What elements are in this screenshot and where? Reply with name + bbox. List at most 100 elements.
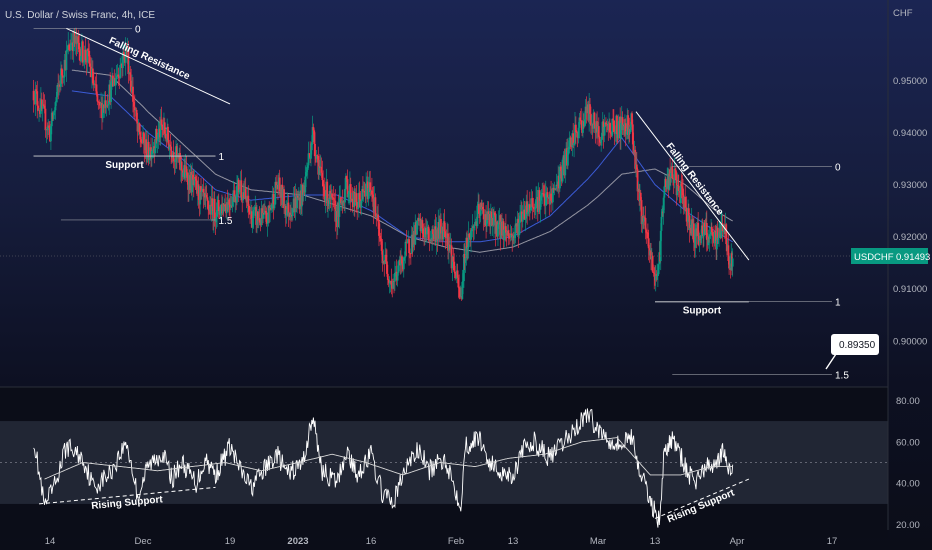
candle-body bbox=[653, 272, 656, 277]
candle-body bbox=[36, 91, 39, 106]
candle-body bbox=[175, 146, 178, 157]
candle-body bbox=[124, 47, 127, 63]
candle-body bbox=[310, 142, 313, 151]
candle-body bbox=[579, 117, 582, 121]
candle-body bbox=[59, 84, 61, 87]
candle-body bbox=[357, 192, 360, 208]
candle-body bbox=[598, 136, 601, 143]
candle-body bbox=[497, 222, 500, 225]
candle-body bbox=[99, 102, 102, 106]
target-box bbox=[831, 334, 879, 355]
candle-body bbox=[518, 222, 521, 236]
candle-body bbox=[321, 172, 324, 181]
candle-body bbox=[709, 232, 712, 235]
candle-body bbox=[371, 194, 374, 199]
candle-body bbox=[137, 123, 140, 132]
candlesticks bbox=[32, 27, 734, 301]
candle-body bbox=[96, 94, 99, 102]
price-tick: 0.94000 bbox=[893, 128, 927, 139]
price-tick: 0.91000 bbox=[893, 284, 927, 295]
candle-body bbox=[154, 148, 156, 154]
trendline bbox=[39, 486, 216, 505]
candle-body bbox=[392, 281, 395, 289]
candle-body bbox=[349, 184, 352, 201]
candle-body bbox=[98, 101, 101, 103]
candle-body bbox=[76, 36, 79, 45]
candle-body bbox=[131, 86, 133, 93]
candle-body bbox=[67, 44, 70, 50]
candle-body bbox=[68, 44, 71, 50]
support-label: Support bbox=[683, 306, 722, 317]
candle-body bbox=[185, 166, 188, 173]
price-tag-symbol: USDCHF bbox=[854, 252, 894, 263]
candle-body bbox=[316, 155, 319, 156]
candle-body bbox=[79, 49, 81, 61]
candle-body bbox=[117, 74, 120, 77]
candle-body bbox=[331, 197, 334, 199]
candle-body bbox=[323, 190, 326, 201]
candle-body bbox=[532, 206, 535, 208]
candle-body bbox=[705, 223, 708, 240]
candle-body bbox=[459, 287, 461, 298]
candle-body bbox=[194, 176, 197, 179]
candle-body bbox=[677, 184, 679, 186]
rsi-ma-line bbox=[44, 437, 733, 480]
candle-body bbox=[701, 225, 704, 234]
candle-body bbox=[357, 207, 359, 209]
candle-body bbox=[248, 205, 251, 212]
candle-body bbox=[567, 146, 570, 150]
candle-body bbox=[233, 190, 236, 202]
candle-body bbox=[540, 195, 543, 201]
candle-body bbox=[682, 188, 684, 204]
trendline bbox=[66, 27, 231, 105]
candle-body bbox=[43, 105, 46, 109]
candle-body bbox=[427, 226, 430, 240]
candle-body bbox=[348, 190, 350, 194]
candle-body bbox=[283, 189, 285, 209]
candle-body bbox=[227, 199, 230, 210]
candle-body bbox=[121, 63, 123, 69]
candle-body bbox=[374, 197, 377, 217]
candle-body bbox=[688, 215, 691, 231]
candle-body bbox=[61, 75, 64, 78]
candle-body bbox=[236, 185, 238, 203]
candle-body bbox=[130, 80, 133, 93]
candle-body bbox=[539, 200, 542, 210]
candle-body bbox=[546, 192, 549, 198]
candle-body bbox=[240, 180, 243, 198]
candle-body bbox=[669, 173, 672, 177]
candle-body bbox=[231, 196, 234, 207]
candle-body bbox=[262, 212, 265, 219]
candle-body bbox=[631, 124, 634, 145]
candle-body bbox=[38, 110, 40, 112]
candle-body bbox=[360, 200, 363, 208]
candle-body bbox=[273, 204, 276, 209]
candle-body bbox=[431, 229, 433, 241]
candle-body bbox=[493, 212, 496, 216]
candle-body bbox=[238, 189, 241, 193]
fib-label: 0 bbox=[135, 24, 141, 35]
candle-body bbox=[46, 129, 49, 131]
candle-body bbox=[73, 32, 76, 44]
candle-body bbox=[662, 197, 665, 214]
candle-body bbox=[370, 190, 373, 195]
candle-body bbox=[466, 237, 468, 249]
candle-body bbox=[307, 153, 310, 166]
price-tag: USDCHF 0.91493 bbox=[0, 248, 930, 264]
candle-body bbox=[127, 50, 130, 74]
candle-body bbox=[119, 64, 122, 78]
time-tick: 16 bbox=[366, 536, 377, 547]
candle-body bbox=[180, 161, 183, 171]
candle-body bbox=[253, 207, 256, 210]
rsi-tick: 20.00 bbox=[896, 520, 920, 531]
candle-body bbox=[75, 35, 78, 45]
candle-body bbox=[699, 239, 702, 240]
candle-body bbox=[582, 121, 584, 133]
candle-body bbox=[467, 233, 470, 248]
candle-body bbox=[456, 270, 459, 278]
candle-body bbox=[107, 103, 110, 106]
candle-body bbox=[677, 185, 680, 192]
ma-fast-line bbox=[71, 90, 733, 243]
candle-body bbox=[583, 119, 586, 127]
